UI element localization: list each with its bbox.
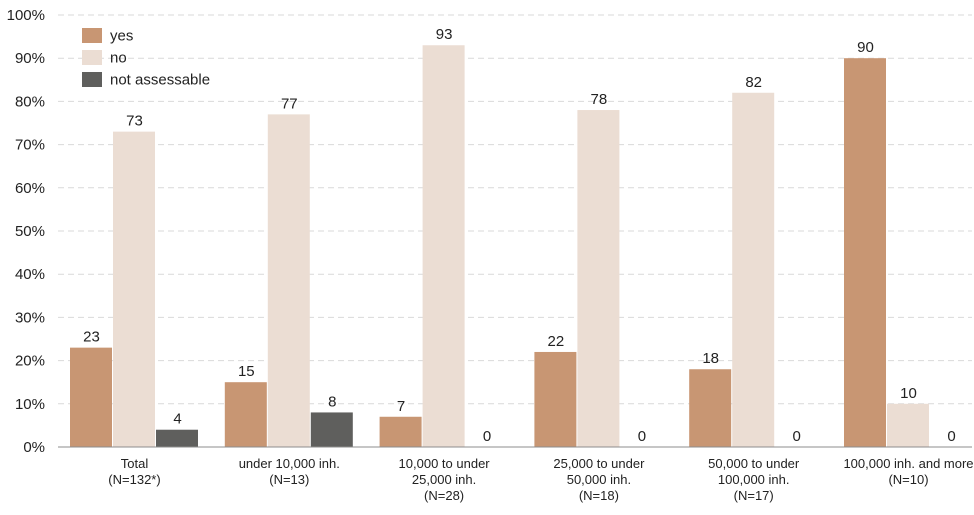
bar <box>577 110 620 447</box>
bars <box>70 45 929 448</box>
x-tick-label: under 10,000 inh. <box>239 456 340 471</box>
value-label: 8 <box>328 393 336 410</box>
value-label: 23 <box>83 329 100 346</box>
value-label: 0 <box>638 428 646 445</box>
y-tick-label: 50% <box>15 223 45 240</box>
bar <box>689 369 732 447</box>
x-tick-label: 50,000 inh. <box>567 472 631 487</box>
x-tick-label: 100,000 inh. and more <box>843 456 973 471</box>
bar <box>732 92 775 447</box>
x-tick-label: 50,000 to under <box>708 456 800 471</box>
y-tick-label: 100% <box>7 7 45 24</box>
x-tick-label: (N=18) <box>579 488 619 503</box>
x-tick-label: (N=17) <box>734 488 774 503</box>
value-label: 0 <box>947 428 955 445</box>
value-label: 0 <box>793 428 801 445</box>
y-tick-label: 20% <box>15 353 45 370</box>
y-tick-label: 70% <box>15 137 45 154</box>
bar <box>844 58 886 447</box>
legend-label: not assessable <box>110 72 210 89</box>
y-tick-label: 40% <box>15 266 45 283</box>
legend-swatch <box>82 50 102 65</box>
y-tick-label: 10% <box>15 396 45 413</box>
value-label: 4 <box>173 411 181 428</box>
value-label: 10 <box>900 385 917 402</box>
bar <box>422 45 465 448</box>
legend: yes no not assessable <box>82 28 210 89</box>
value-label: 18 <box>702 350 719 367</box>
legend-swatch <box>82 28 102 43</box>
x-tick-label: (N=28) <box>424 488 464 503</box>
y-tick-label: 80% <box>15 93 45 110</box>
bar <box>224 382 267 447</box>
value-label: 73 <box>126 113 143 130</box>
value-label: 93 <box>436 26 453 43</box>
value-label: 7 <box>397 398 405 415</box>
value-label: 0 <box>483 428 491 445</box>
y-tick-label: 0% <box>23 439 45 456</box>
value-label: 77 <box>281 95 298 112</box>
y-tick-label: 60% <box>15 180 45 197</box>
legend-label: no <box>110 50 127 67</box>
x-axis: Total(N=132*) under 10,000 inh.(N=13) 10,0… <box>58 446 974 503</box>
x-tick-label: Total <box>121 456 149 471</box>
value-label: 82 <box>745 74 762 91</box>
bar <box>267 114 310 448</box>
legend-swatch <box>82 72 102 87</box>
x-tick-label: (N=132*) <box>108 472 160 487</box>
bar <box>379 416 422 447</box>
y-axis: 0% 10% 20% 30% 40% 50% 60% 70% 80% 90% 100% <box>7 7 45 456</box>
value-label: 15 <box>238 363 255 380</box>
bar <box>887 403 929 447</box>
x-tick-label: 100,000 inh. <box>718 472 790 487</box>
value-label: 22 <box>548 333 565 350</box>
value-label: 78 <box>591 91 608 108</box>
x-tick-label: (N=13) <box>269 472 309 487</box>
bar <box>534 351 577 447</box>
x-tick-label: (N=10) <box>888 472 928 487</box>
value-label: 90 <box>857 39 874 56</box>
gridlines <box>58 14 972 405</box>
bar <box>310 412 353 447</box>
x-tick-label: 10,000 to under <box>399 456 491 471</box>
legend-label: yes <box>110 28 133 45</box>
y-tick-label: 90% <box>15 50 45 67</box>
bar <box>156 429 198 447</box>
bar <box>113 131 155 447</box>
x-tick-label: 25,000 to under <box>553 456 645 471</box>
y-tick-label: 30% <box>15 309 45 326</box>
bar <box>70 347 112 447</box>
value-labels: 23 73 4 15 77 8 7 93 0 22 78 0 18 82 0 90 10 0 <box>83 26 956 445</box>
x-tick-label: 25,000 inh. <box>412 472 476 487</box>
